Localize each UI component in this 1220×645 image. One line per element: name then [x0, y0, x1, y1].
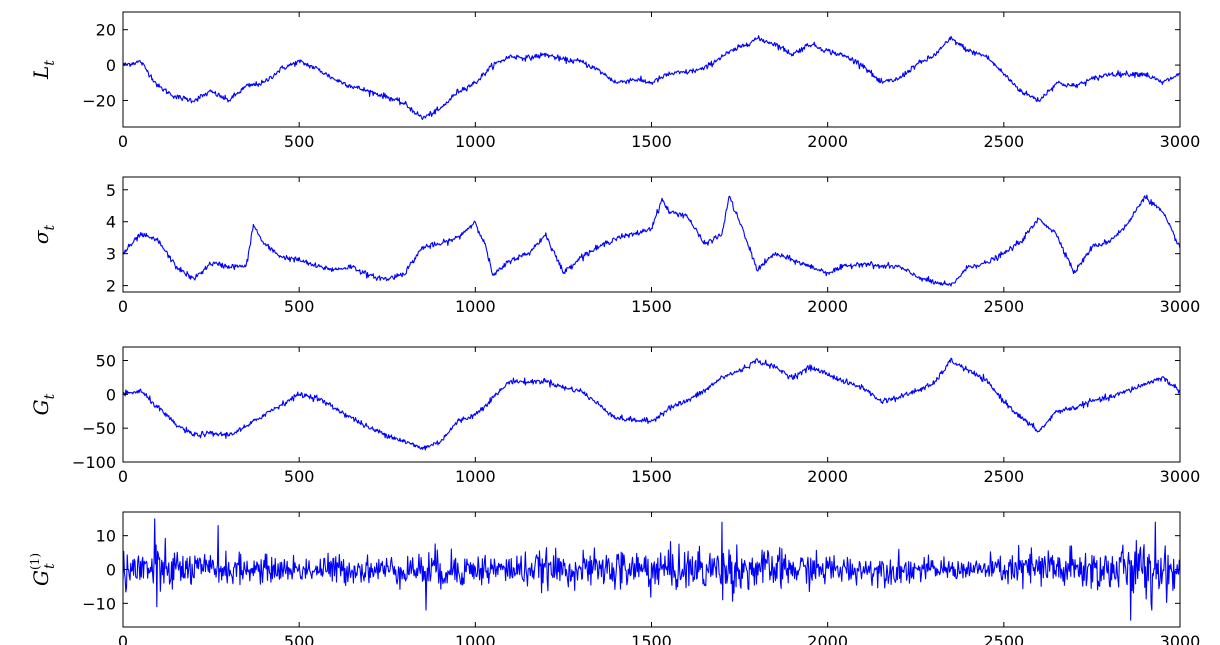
x-tick-label: 2500 [983, 297, 1024, 316]
series-line-2 [123, 194, 1180, 287]
panel-3: 0 500 1000 1500 2000 2500 3000 −100 −50 0 50 Gt [29, 346, 1201, 486]
x-tick-label: 1000 [455, 297, 496, 316]
y-tick-label: 4 [106, 213, 116, 232]
x-tick-label: 1000 [455, 632, 496, 645]
series-line-1 [123, 35, 1180, 120]
x-tick-label: 0 [118, 297, 128, 316]
y-tick-label: 2 [106, 277, 116, 296]
series-line-3 [123, 357, 1180, 451]
y-tick-label: 10 [96, 527, 116, 546]
x-tick-label: 1000 [455, 467, 496, 486]
x-tick-label: 500 [284, 132, 315, 151]
x-tick-label: 3000 [1160, 467, 1201, 486]
x-tick-label: 2500 [983, 632, 1024, 645]
y-axis-label: Gt [29, 393, 58, 415]
y-tick-label: −10 [82, 594, 116, 613]
x-tick-label: 3000 [1160, 132, 1201, 151]
y-tick-label: 5 [106, 181, 116, 200]
x-tick-label: 0 [118, 467, 128, 486]
y-tick-label: 0 [106, 56, 116, 75]
y-tick-label: 0 [106, 385, 116, 404]
x-tick-label: 1500 [631, 632, 672, 645]
x-tick-label: 0 [118, 132, 128, 151]
panel-2: 0 500 1000 1500 2000 2500 3000 2 3 4 5 σt [29, 176, 1201, 316]
y-axis-label: G(1)t [28, 553, 58, 586]
y-tick-label: −50 [82, 419, 116, 438]
y-tick-label: 3 [106, 245, 116, 264]
x-tick-label: 2000 [807, 297, 848, 316]
x-tick-label: 2000 [807, 467, 848, 486]
x-tick-label: 0 [118, 632, 128, 645]
panel-4: 0 500 1000 1500 2000 2500 3000 −10 0 10 G(1)t [28, 511, 1201, 645]
y-tick-label: 50 [96, 352, 116, 371]
panel-1: 0 500 1000 1500 2000 2500 3000 −20 0 20 Lt [29, 11, 1201, 151]
x-tick-label: 1500 [631, 132, 672, 151]
x-tick-label: 3000 [1160, 632, 1201, 645]
x-tick-label: 2500 [983, 467, 1024, 486]
x-tick-label: 2000 [807, 632, 848, 645]
x-tick-label: 500 [284, 632, 315, 645]
series-line-4 [123, 518, 1180, 621]
y-axis-label: σt [29, 224, 58, 244]
x-tick-label: 1500 [631, 467, 672, 486]
y-tick-label: −100 [72, 453, 116, 472]
x-tick-label: 2500 [983, 132, 1024, 151]
axes-frame [122, 11, 1181, 128]
axes-frame [122, 176, 1181, 293]
x-tick-label: 3000 [1160, 297, 1201, 316]
x-tick-label: 1500 [631, 297, 672, 316]
x-tick-label: 1000 [455, 132, 496, 151]
y-tick-label: 0 [106, 561, 116, 580]
x-tick-label: 500 [284, 467, 315, 486]
x-tick-label: 500 [284, 297, 315, 316]
y-tick-label: 20 [96, 21, 116, 40]
y-axis-label: Lt [29, 60, 58, 80]
x-tick-label: 2000 [807, 132, 848, 151]
y-tick-label: −20 [82, 91, 116, 110]
